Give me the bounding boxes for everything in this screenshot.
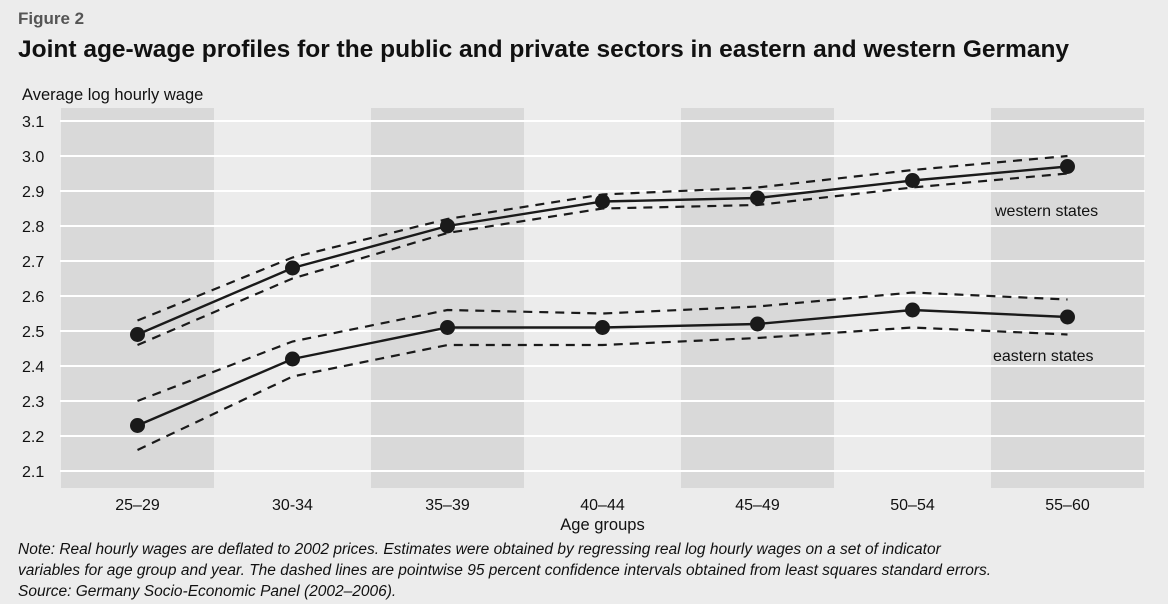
x-tick-label-1: 25–29: [115, 497, 160, 514]
eastern-states-point-5: [750, 316, 765, 332]
y-tick-label-2: 3.0: [22, 149, 44, 166]
x-tick-label-2: 30-34: [272, 497, 313, 514]
y-tick-label-8: 2.4: [22, 359, 44, 376]
eastern-states-point-7: [1060, 309, 1075, 325]
y-tick-label-10: 2.2: [22, 429, 44, 446]
note-line-1: Note: Real hourly wages are deflated to …: [18, 541, 941, 558]
category-band-3: [371, 108, 524, 488]
x-tick-label-3: 35–39: [425, 497, 470, 514]
x-tick-label-7: 55–60: [1045, 497, 1090, 514]
western-states-point-1: [130, 327, 145, 342]
eastern-states-label: eastern states: [993, 348, 1094, 365]
chart-title: Joint age-wage profiles for the public a…: [18, 36, 1070, 63]
eastern-states-lower-ci: [137, 326, 1068, 451]
eastern-states-upper-ci: [137, 291, 1068, 403]
x-tick-label-4: 40–44: [580, 497, 625, 514]
eastern-states-point-2: [285, 351, 300, 367]
x-tick-label-5: 45–49: [735, 497, 780, 514]
western-states-label: western states: [994, 203, 1098, 220]
note-line-2: variables for age group and year. The da…: [18, 562, 992, 579]
y-tick-label-7: 2.5: [22, 324, 44, 341]
eastern-states-point-3: [440, 320, 455, 335]
y-tick-label-4: 2.8: [22, 219, 44, 236]
chart-note: Note: Real hourly wages are deflated to …: [18, 539, 1163, 602]
note-line-3: Source: Germany Socio-Economic Panel (20…: [18, 583, 397, 600]
y-axis-label: Average log hourly wage: [22, 86, 203, 104]
figure-label: Figure 2: [18, 9, 85, 28]
x-axis-label: Age groups: [560, 516, 644, 534]
y-tick-label-11: 2.1: [22, 464, 44, 481]
y-tick-label-6: 2.6: [22, 289, 44, 306]
y-tick-label-5: 2.7: [22, 254, 44, 271]
category-band-5: [681, 108, 834, 488]
y-tick-label-9: 2.3: [22, 394, 44, 411]
eastern-states-point-1: [130, 418, 145, 433]
western-states-point-6: [905, 173, 920, 188]
western-states-point-2: [285, 260, 300, 276]
eastern-states-point-4: [595, 320, 610, 335]
western-states-point-7: [1060, 159, 1075, 174]
western-states-point-3: [440, 218, 455, 234]
x-tick-label-6: 50–54: [890, 497, 935, 514]
western-states-point-4: [595, 194, 610, 209]
y-tick-label-1: 3.1: [22, 114, 44, 131]
eastern-states-point-6: [905, 302, 920, 318]
y-tick-label-3: 2.9: [22, 184, 44, 201]
western-states-point-5: [750, 190, 765, 206]
